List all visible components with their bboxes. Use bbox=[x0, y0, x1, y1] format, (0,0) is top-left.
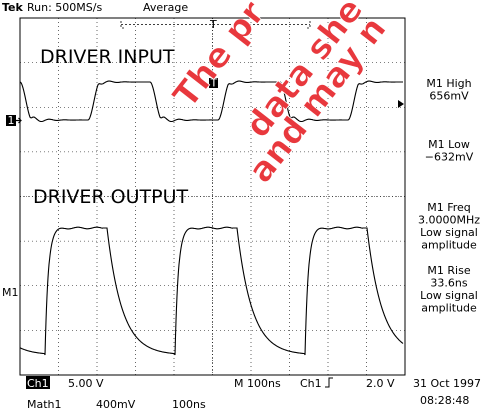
input-label: DRIVER INPUT bbox=[40, 46, 175, 68]
timebase: M 100ns bbox=[234, 377, 281, 390]
ch1-marker-box bbox=[6, 115, 16, 126]
time: 08:28:48 bbox=[420, 394, 469, 407]
run-status: Run: 500MS/s bbox=[27, 1, 102, 14]
measurement-line: 3.0000MHz bbox=[418, 214, 480, 227]
level-arrow bbox=[398, 100, 404, 108]
math-label: Math1 bbox=[27, 398, 62, 411]
measurement-line: −632mV bbox=[425, 151, 474, 164]
date: 31 Oct 1997 bbox=[413, 377, 481, 390]
trigger-level: T bbox=[210, 77, 218, 90]
m1-marker: M1 bbox=[2, 286, 19, 299]
output-label: DRIVER OUTPUT bbox=[33, 186, 189, 208]
math-time: 100ns bbox=[172, 398, 206, 411]
output-waveform bbox=[19, 226, 404, 356]
trigger-source: Ch1 bbox=[300, 377, 322, 390]
ch1-label: Ch1 bbox=[27, 377, 49, 390]
measurement-line: M1 Freq bbox=[427, 201, 471, 214]
ch1-scale: 5.00 V bbox=[68, 377, 104, 390]
ch1-box bbox=[26, 376, 50, 389]
record-bracket bbox=[120, 21, 311, 29]
measurement-line: amplitude bbox=[421, 302, 477, 315]
trigger-position: T bbox=[209, 18, 217, 31]
graticule bbox=[20, 18, 405, 375]
trigger-level-value: 2.0 V bbox=[366, 377, 395, 390]
trigger-level-box bbox=[209, 78, 218, 88]
input-waveform bbox=[19, 80, 403, 123]
measurement-line: 656mV bbox=[429, 90, 469, 103]
math-scale: 400mV bbox=[96, 398, 136, 411]
ch1-arrow bbox=[16, 117, 22, 124]
acquire-mode: Average bbox=[143, 1, 188, 14]
measurement-line: M1 Rise bbox=[427, 264, 470, 277]
measurement-line: Low signal bbox=[420, 289, 478, 302]
measurement-line: amplitude bbox=[421, 239, 477, 252]
measurement-line: M1 High bbox=[426, 77, 471, 90]
measurement-line: Low signal bbox=[420, 226, 478, 239]
measurement-line: M1 Low bbox=[428, 138, 470, 151]
ch1-marker: 1 bbox=[8, 114, 15, 127]
measurement-line: 33.6ns bbox=[430, 277, 467, 290]
brand: Tek bbox=[2, 1, 24, 14]
trigger-slope bbox=[325, 377, 333, 388]
